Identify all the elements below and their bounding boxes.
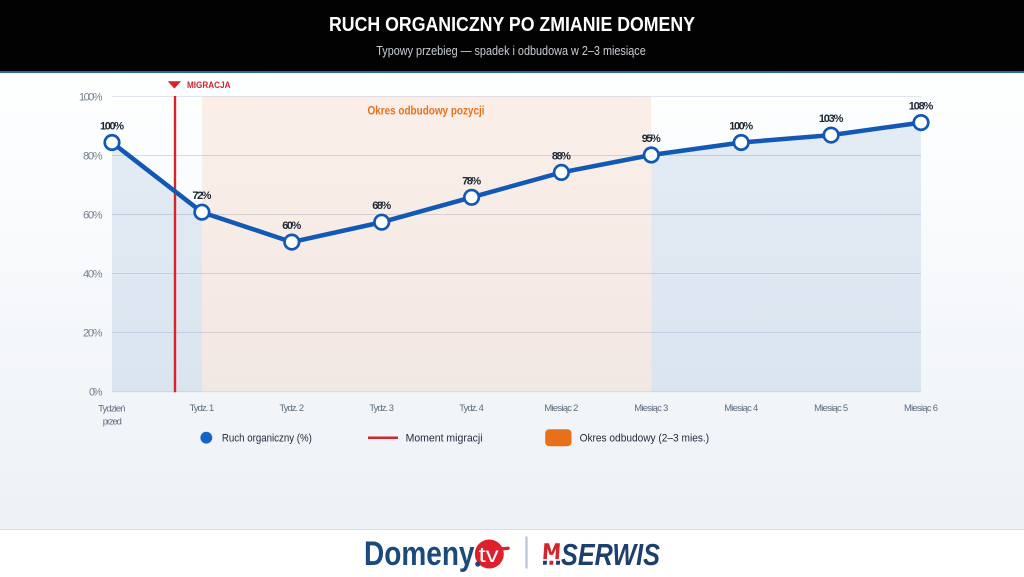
svg-text:tv: tv	[479, 544, 500, 567]
svg-text:SERWIS: SERWIS	[561, 537, 660, 572]
svg-text:Miesiąc 3: Miesiąc 3	[634, 402, 668, 413]
svg-text:Tydz. 4: Tydz. 4	[459, 402, 484, 413]
svg-text:RUCH ORGANICZNY PO ZMIANIE DOM: RUCH ORGANICZNY PO ZMIANIE DOMENY	[329, 14, 696, 36]
svg-text:Okres odbudowy pozycji: Okres odbudowy pozycji	[368, 103, 485, 117]
svg-text:Miesiąc 2: Miesiąc 2	[544, 402, 578, 413]
svg-text:Domeny: Domeny	[364, 535, 475, 573]
svg-text:103%: 103%	[819, 113, 844, 125]
svg-text:MIGRACJA: MIGRACJA	[187, 80, 231, 90]
svg-text:Miesiąc 6: Miesiąc 6	[904, 402, 938, 413]
svg-text:78%: 78%	[462, 175, 481, 187]
svg-text:Moment migracji: Moment migracji	[406, 433, 483, 445]
svg-text:60%: 60%	[83, 209, 103, 221]
svg-text:108%: 108%	[909, 101, 934, 113]
svg-text:40%: 40%	[83, 268, 103, 280]
svg-text:100%: 100%	[100, 121, 124, 133]
svg-text:100%: 100%	[729, 121, 753, 133]
svg-text:Tydzień: Tydzień	[98, 402, 125, 413]
svg-text:Tydz. 3: Tydz. 3	[369, 402, 394, 413]
svg-text:Tydz. 1: Tydz. 1	[190, 402, 215, 413]
svg-text:72%: 72%	[192, 190, 211, 202]
svg-text:68%: 68%	[372, 200, 391, 212]
svg-text:60%: 60%	[282, 220, 301, 232]
svg-text:Miesiąc 4: Miesiąc 4	[724, 402, 758, 413]
svg-text:Typowy przebieg — spadek i odb: Typowy przebieg — spadek i odbudowa w 2–…	[376, 43, 646, 58]
svg-text:Ruch organiczny (%): Ruch organiczny (%)	[222, 433, 312, 445]
svg-text:0%: 0%	[89, 386, 103, 398]
svg-text:20%: 20%	[83, 327, 103, 339]
svg-text:100%: 100%	[79, 91, 103, 103]
svg-text:Okres odbudowy (2–3 mies.): Okres odbudowy (2–3 mies.)	[580, 433, 710, 445]
svg-text:80%: 80%	[83, 150, 103, 162]
svg-text:Tydz. 2: Tydz. 2	[280, 402, 305, 413]
svg-text:Miesiąc 5: Miesiąc 5	[814, 402, 848, 413]
svg-text:przed: przed	[103, 416, 122, 427]
svg-text:88%: 88%	[552, 150, 571, 162]
svg-text:95%: 95%	[642, 133, 661, 145]
